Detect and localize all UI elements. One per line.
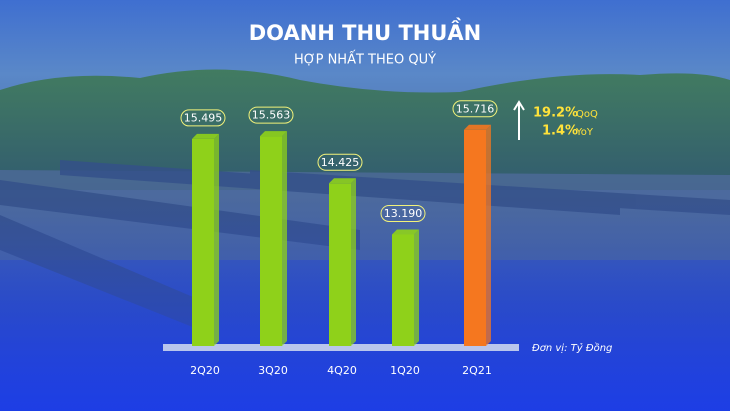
bar-side	[486, 124, 491, 346]
growth-value: 1.4%	[542, 124, 578, 139]
value-label: 15.716	[456, 102, 495, 115]
bar-side	[351, 178, 356, 346]
bar-top	[260, 131, 287, 137]
bar-side	[414, 229, 419, 346]
value-label-box	[248, 106, 294, 124]
x-tick-label: 4Q20	[327, 364, 357, 377]
baseline	[163, 344, 519, 351]
bar-side	[214, 133, 219, 346]
value-label: 13.190	[384, 207, 423, 220]
growth-value: 19.2%	[533, 106, 578, 121]
bar	[260, 136, 282, 346]
bar	[192, 138, 214, 346]
overlay	[0, 200, 730, 411]
bar	[464, 129, 486, 346]
value-label-box	[317, 153, 363, 171]
value-label: 14.425	[321, 156, 360, 169]
hills	[0, 69, 730, 190]
bar	[329, 183, 351, 346]
bar-top	[329, 178, 356, 184]
value-label-box	[452, 100, 498, 118]
value-label-box	[380, 204, 426, 222]
arrow-head	[513, 100, 525, 111]
value-label-box	[180, 109, 226, 127]
x-tick-label: 2Q21	[462, 364, 492, 377]
x-tick-label: 1Q20	[390, 364, 420, 377]
growth-period: YoY	[575, 127, 594, 138]
chart-subtitle: HỢP NHẤT THEO QUÝ	[294, 51, 436, 68]
value-label: 15.495	[184, 111, 223, 124]
bar-top	[392, 229, 419, 235]
growth-period: QoQ	[576, 109, 598, 120]
bar-top	[192, 133, 219, 139]
bar-top	[464, 124, 491, 130]
value-label: 15.563	[252, 109, 291, 122]
chart-title: DOANH THU THUẦN	[249, 17, 481, 45]
unit-note: Đơn vị: Tỷ Đồng	[532, 342, 612, 354]
bar	[392, 234, 414, 346]
x-tick-label: 3Q20	[258, 364, 288, 377]
x-tick-label: 2Q20	[190, 364, 220, 377]
bar-side	[282, 131, 287, 346]
